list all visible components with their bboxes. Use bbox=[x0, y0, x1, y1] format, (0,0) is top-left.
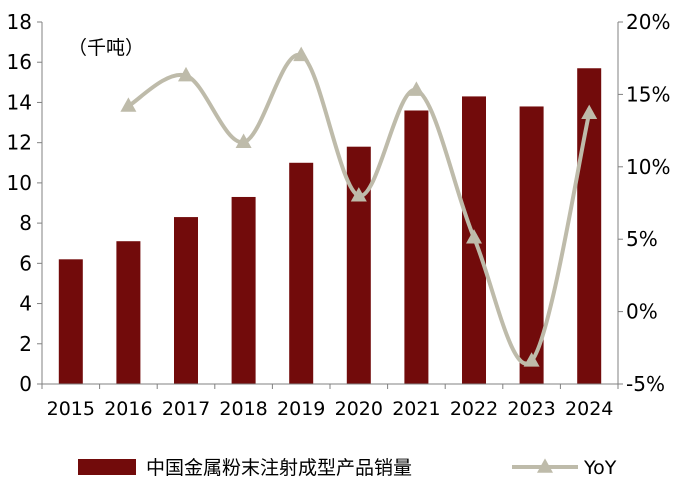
left-tick-label: 0 bbox=[19, 372, 32, 396]
yoy-marker-2017 bbox=[178, 66, 194, 82]
right-tick-label: 0% bbox=[626, 300, 658, 324]
left-tick-label: 8 bbox=[19, 211, 32, 235]
left-tick-label: 16 bbox=[7, 50, 32, 74]
bar-2023 bbox=[519, 106, 544, 384]
yoy-marker-2018 bbox=[235, 133, 252, 148]
right-tick-label: 10% bbox=[626, 155, 670, 179]
right-tick-label: 20% bbox=[626, 10, 670, 34]
legend-triangle-icon bbox=[537, 458, 553, 473]
bar-2018 bbox=[231, 196, 256, 384]
yoy-marker-2024 bbox=[581, 104, 598, 119]
right-tick-label: 15% bbox=[626, 82, 670, 106]
yoy-marker-2016 bbox=[120, 97, 137, 112]
bar-2015 bbox=[58, 259, 83, 384]
legend-line-label: YoY bbox=[583, 457, 617, 479]
x-tick-label: 2018 bbox=[219, 398, 267, 420]
left-tick-label: 14 bbox=[7, 90, 32, 114]
right-tick-label: -5% bbox=[626, 372, 665, 396]
unit-label: （千吨） bbox=[68, 37, 144, 59]
legend-bar-label: 中国金属粉末注射成型产品销量 bbox=[146, 457, 412, 479]
bar-2019 bbox=[289, 162, 314, 384]
x-tick-label: 2024 bbox=[565, 398, 613, 420]
left-tick-label: 10 bbox=[7, 171, 32, 195]
left-tick-label: 4 bbox=[19, 292, 32, 316]
yoy-marker-2022 bbox=[466, 229, 482, 244]
right-tick-label: 5% bbox=[626, 227, 658, 251]
x-tick-label: 2016 bbox=[104, 398, 152, 420]
left-tick-label: 12 bbox=[7, 131, 32, 155]
x-tick-label: 2015 bbox=[47, 398, 95, 420]
x-tick-label: 2022 bbox=[450, 398, 498, 420]
x-tick-label: 2017 bbox=[162, 398, 210, 420]
yoy-marker-2020 bbox=[350, 187, 367, 202]
x-tick-label: 2019 bbox=[277, 398, 325, 420]
bar-2021 bbox=[404, 110, 429, 384]
x-tick-label: 2021 bbox=[392, 398, 440, 420]
bar-2016 bbox=[116, 241, 141, 384]
bar-2017 bbox=[174, 217, 198, 384]
yoy-marker-2023 bbox=[523, 352, 540, 367]
yoy-marker-2021 bbox=[408, 81, 425, 96]
x-tick-label: 2020 bbox=[335, 398, 383, 420]
legend-bar-swatch bbox=[78, 459, 136, 475]
yoy-marker-2019 bbox=[293, 46, 310, 62]
left-tick-label: 18 bbox=[7, 10, 32, 34]
left-tick-label: 6 bbox=[19, 251, 32, 275]
x-tick-label: 2023 bbox=[507, 398, 555, 420]
left-tick-label: 2 bbox=[19, 332, 32, 356]
